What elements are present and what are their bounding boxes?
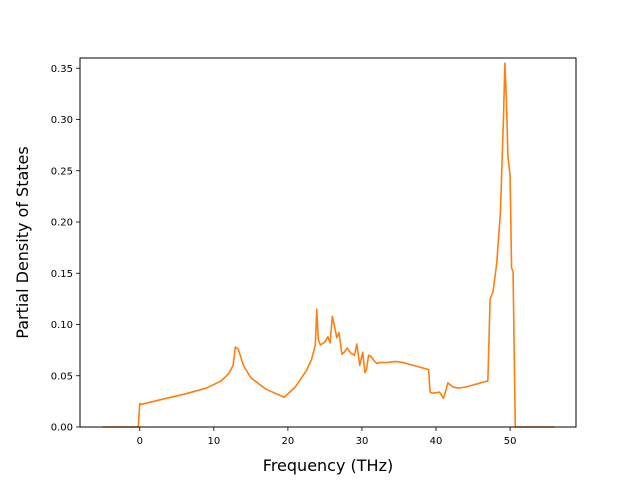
y-tick-label: 0.25 <box>51 166 73 177</box>
y-tick-label: 0.05 <box>51 371 73 382</box>
x-tick-label: 10 <box>207 436 220 447</box>
y-tick-label: 0.10 <box>51 320 73 331</box>
y-axis-label: Partial Density of States <box>13 146 32 338</box>
plot-area <box>80 58 576 427</box>
series-layer <box>102 62 555 428</box>
y-tick-label: 0.30 <box>51 115 73 126</box>
x-tick-label: 30 <box>356 436 369 447</box>
x-axis-ticks: 0 10 20 30 40 50 <box>137 427 517 447</box>
y-axis-ticks: 0.00 0.05 0.10 0.15 0.20 0.25 0.30 0.35 <box>51 64 80 434</box>
y-tick-label: 0.20 <box>51 218 73 229</box>
y-tick-label: 0.35 <box>51 64 73 75</box>
y-tick-label: 0.15 <box>51 269 73 280</box>
x-tick-label: 0 <box>137 436 143 447</box>
x-tick-label: 20 <box>282 436 295 447</box>
y-tick-label: 0.00 <box>51 423 73 434</box>
series-line-0 <box>102 62 555 428</box>
axes-frame <box>79 57 577 428</box>
x-axis-label: Frequency (THz) <box>263 456 393 475</box>
x-tick-label: 50 <box>504 436 517 447</box>
x-tick-label: 40 <box>430 436 443 447</box>
